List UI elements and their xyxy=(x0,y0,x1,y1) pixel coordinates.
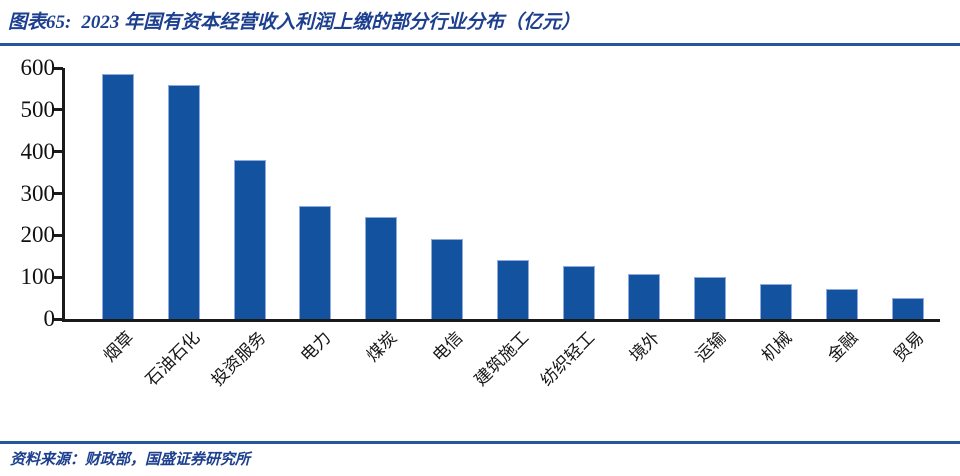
x-axis-label: 烟草 xyxy=(99,328,138,366)
bar xyxy=(233,159,266,319)
bar xyxy=(628,273,661,319)
bar xyxy=(365,216,398,319)
x-axis-label: 电信 xyxy=(428,328,467,366)
bar xyxy=(891,298,924,319)
x-axis-label: 运输 xyxy=(692,328,730,366)
bar xyxy=(562,265,595,319)
bar-chart: 0 100 200 300 400 500 600 烟草 石油石化 投资服务 电力 煤炭 电信 建筑施工纺… xyxy=(0,46,960,440)
y-axis-tick xyxy=(54,192,63,195)
figure-title: 2023 年国有资本经营收入利润上缴的部分行业分布（亿元） xyxy=(81,12,581,33)
y-axis-tick xyxy=(54,108,63,112)
x-axis-label: 石油石化 xyxy=(141,328,204,390)
y-axis-tick xyxy=(54,233,63,237)
bar xyxy=(694,277,727,319)
x-axis-label: 贸易 xyxy=(889,328,928,366)
bar xyxy=(102,74,134,319)
y-axis-tick-label: 200 xyxy=(20,222,56,248)
x-axis-label: 纺织轻工 xyxy=(536,328,599,390)
y-axis-tick xyxy=(54,66,63,70)
bar xyxy=(167,84,200,319)
figure-header: 图表65: 2023 年国有资本经营收入利润上缴的部分行业分布（亿元） xyxy=(8,7,580,34)
y-axis-tick-label: 100 xyxy=(20,264,56,290)
x-axis-label: 投资服务 xyxy=(207,328,270,390)
figure-number-label: 图表65: xyxy=(8,12,72,33)
bar xyxy=(496,259,529,319)
x-axis-label: 金融 xyxy=(823,328,862,366)
y-axis-tick xyxy=(54,317,63,321)
source-note: 资料来源：财政部，国盛证券研究所 xyxy=(10,448,250,469)
x-axis-label: 建筑施工 xyxy=(470,328,533,390)
bar xyxy=(431,238,463,319)
y-axis-tick xyxy=(54,150,63,154)
x-axis-label: 机械 xyxy=(757,328,796,366)
y-axis-tick-label: 600 xyxy=(20,55,56,80)
y-axis-tick-label: 500 xyxy=(20,96,56,122)
title-divider xyxy=(0,43,960,46)
y-axis-tick xyxy=(54,275,63,279)
plot-area: 0 100 200 300 400 500 600 烟草 石油石化 投资服务 电力 煤炭 电信 建筑施工纺… xyxy=(21,55,940,390)
footer-divider xyxy=(0,441,960,444)
y-axis-tick-label: 0 xyxy=(43,306,56,331)
x-axis-label: 电力 xyxy=(297,328,335,366)
source-text: 资料来源：财政部，国盛证券研究所 xyxy=(10,452,251,468)
y-axis-tick-label: 400 xyxy=(20,138,56,164)
x-axis-label: 境外 xyxy=(626,328,664,366)
x-axis-label: 煤炭 xyxy=(363,328,401,366)
bar xyxy=(760,283,792,319)
bar xyxy=(825,288,858,319)
y-axis-tick-label: 300 xyxy=(20,180,56,206)
bar xyxy=(299,206,332,319)
